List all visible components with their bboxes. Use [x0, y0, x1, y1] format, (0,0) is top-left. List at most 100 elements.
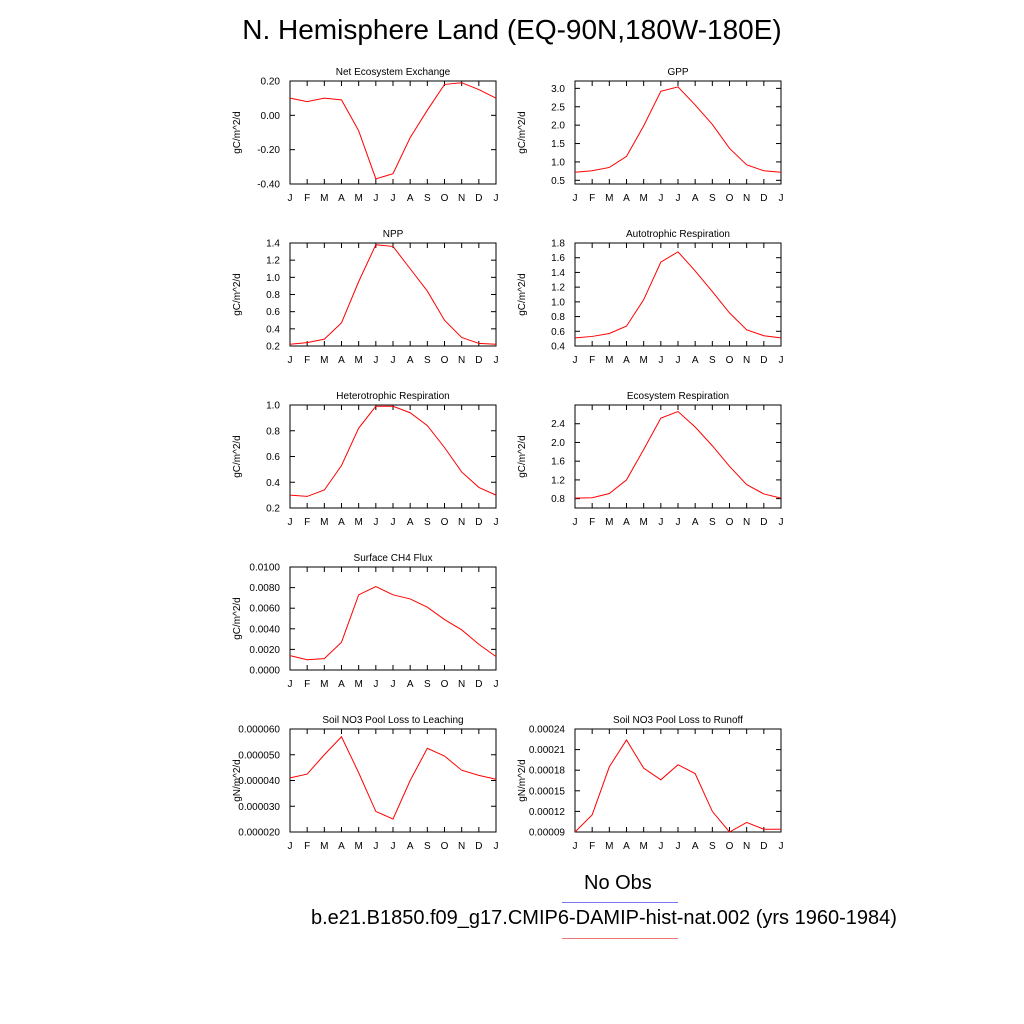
series-line — [289, 82, 497, 180]
figure-title: N. Hemisphere Land (EQ-90N,180W-180E) — [242, 14, 782, 45]
plot-frame — [289, 566, 497, 671]
legend-obs-label: No Obs — [584, 872, 652, 894]
y-axis-label: gC/m^2/d — [517, 273, 528, 316]
x-tick-label: J — [658, 355, 663, 366]
x-tick-label: A — [623, 517, 630, 528]
legend-case-label: b.e21.B1850.f09_g17.CMIP6-DAMIP-hist-nat… — [311, 907, 897, 929]
x-tick-label: J — [494, 193, 499, 204]
y-tick-label: 0.00009 — [529, 828, 566, 839]
y-axis-label: gC/m^2/d — [232, 273, 243, 316]
x-tick-label: M — [605, 517, 613, 528]
x-tick-label: J — [288, 193, 293, 204]
x-tick-label: J — [676, 841, 681, 852]
y-tick-label: 0.00021 — [529, 745, 566, 756]
x-tick-label: F — [589, 517, 595, 528]
panel-title: Ecosystem Respiration — [627, 391, 729, 402]
panel-title: Net Ecosystem Exchange — [336, 67, 451, 78]
y-tick-label: 1.6 — [551, 457, 565, 468]
y-tick-label: 1.0 — [266, 401, 280, 412]
panel-title: Soil NO3 Pool Loss to Leaching — [322, 715, 463, 726]
y-tick-label: 1.2 — [551, 475, 565, 486]
x-tick-label: A — [338, 679, 345, 690]
y-tick-label: 0.6 — [266, 452, 280, 463]
x-tick-label: O — [726, 517, 734, 528]
x-tick-label: M — [639, 193, 647, 204]
plot-frame — [574, 728, 782, 833]
x-tick-label: J — [779, 193, 784, 204]
x-tick-label: M — [354, 193, 362, 204]
x-tick-label: A — [692, 841, 699, 852]
y-tick-label: 0.2 — [266, 504, 280, 515]
y-tick-label: 0.000040 — [238, 776, 280, 787]
x-tick-label: J — [779, 841, 784, 852]
x-tick-label: N — [458, 679, 465, 690]
y-tick-label: 0.000030 — [238, 802, 280, 813]
x-tick-label: A — [407, 193, 414, 204]
y-tick-label: 1.4 — [551, 268, 565, 279]
x-tick-label: J — [391, 355, 396, 366]
x-tick-label: D — [475, 517, 482, 528]
y-tick-label: 0.6 — [551, 327, 565, 338]
x-tick-label: D — [475, 679, 482, 690]
x-tick-label: A — [338, 841, 345, 852]
x-tick-label: J — [658, 517, 663, 528]
plot-frame — [289, 728, 497, 833]
x-tick-label: O — [441, 841, 449, 852]
panel-title: GPP — [667, 67, 688, 78]
panel-title: Surface CH4 Flux — [354, 553, 433, 564]
y-tick-label: 0.4 — [551, 342, 565, 353]
x-tick-label: J — [573, 355, 578, 366]
x-tick-label: F — [304, 517, 310, 528]
x-tick-label: J — [288, 517, 293, 528]
x-tick-label: M — [605, 355, 613, 366]
x-tick-label: O — [726, 355, 734, 366]
x-tick-label: S — [424, 679, 431, 690]
y-tick-label: 0.8 — [551, 494, 565, 505]
x-tick-label: A — [623, 355, 630, 366]
x-tick-label: M — [320, 517, 328, 528]
y-tick-label: -0.20 — [257, 145, 280, 156]
plot-frame — [574, 404, 782, 509]
x-tick-label: J — [676, 517, 681, 528]
x-tick-label: J — [494, 841, 499, 852]
y-tick-label: 0.20 — [261, 77, 281, 88]
panel-title: Autotrophic Respiration — [626, 229, 730, 240]
x-tick-label: J — [779, 355, 784, 366]
y-tick-label: 1.0 — [266, 273, 280, 284]
x-tick-label: J — [573, 193, 578, 204]
y-tick-label: 0.8 — [551, 312, 565, 323]
x-tick-label: O — [441, 193, 449, 204]
x-tick-label: J — [373, 841, 378, 852]
series-line — [574, 251, 782, 339]
plot-frame — [289, 242, 497, 347]
x-tick-label: S — [709, 841, 716, 852]
x-tick-label: N — [458, 841, 465, 852]
x-tick-label: S — [424, 355, 431, 366]
panel-soil-no3-leaching: Soil NO3 Pool Loss to LeachinggN/m^2/d0.… — [232, 715, 499, 852]
x-tick-label: A — [692, 193, 699, 204]
x-tick-label: D — [475, 193, 482, 204]
x-tick-label: O — [441, 679, 449, 690]
legend-obs-line — [562, 902, 678, 903]
x-tick-label: M — [354, 517, 362, 528]
x-tick-label: A — [338, 517, 345, 528]
x-tick-label: M — [639, 517, 647, 528]
y-tick-label: -0.40 — [257, 180, 280, 191]
x-tick-label: M — [354, 679, 362, 690]
y-tick-label: 0.2 — [266, 342, 280, 353]
y-tick-label: 2.0 — [551, 438, 565, 449]
series-line — [289, 244, 497, 345]
y-axis-label: gC/m^2/d — [517, 111, 528, 154]
x-tick-label: A — [407, 355, 414, 366]
panel-ecosystem-respiration: Ecosystem Respiration gC/m^2/d 2.4 2.0 1.6 1.… — [517, 391, 784, 528]
x-tick-label: N — [743, 517, 750, 528]
x-tick-label: M — [354, 841, 362, 852]
y-tick-label: 0.000050 — [238, 750, 280, 761]
y-tick-label: 1.5 — [551, 139, 565, 150]
x-tick-label: A — [407, 679, 414, 690]
x-tick-label: J — [373, 355, 378, 366]
x-tick-label: N — [743, 841, 750, 852]
y-tick-label: 0.000020 — [238, 828, 280, 839]
y-tick-label: 0.6 — [266, 307, 280, 318]
